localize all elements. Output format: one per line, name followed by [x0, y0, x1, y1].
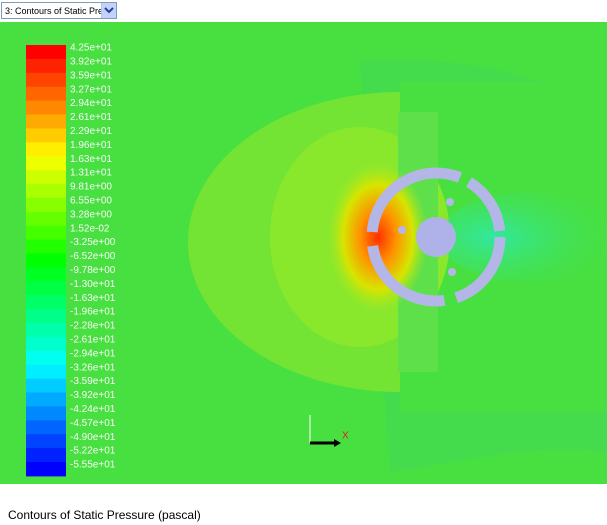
- page: 3: Contours of Static Pressur X 4.25e+01…: [0, 0, 607, 525]
- legend-swatch: [26, 170, 66, 184]
- legend-swatch: [26, 351, 66, 365]
- legend-label: 3.27e+01: [70, 84, 112, 95]
- legend-label: 3.92e+01: [70, 57, 112, 68]
- legend-label: -6.52e+00: [70, 251, 116, 262]
- contour-plot: X 4.25e+01 3.92e+01 3.59e+01 3.27e+01 2.94e+…: [0, 22, 607, 484]
- legend-swatch: [26, 115, 66, 129]
- legend-swatch: [26, 184, 66, 198]
- legend-label: -2.28e+01: [70, 321, 116, 332]
- legend-swatch: [26, 365, 66, 379]
- legend-label: 1.52e-02: [70, 223, 110, 234]
- legend-swatch: [26, 156, 66, 170]
- legend-swatch: [26, 254, 66, 268]
- legend-label: -2.61e+01: [70, 335, 116, 346]
- legend-label: 2.61e+01: [70, 112, 112, 123]
- legend-swatch: [26, 142, 66, 156]
- legend-label: 6.55e+00: [70, 196, 112, 207]
- legend-label: 1.96e+01: [70, 140, 112, 151]
- legend-label: -3.26e+01: [70, 362, 116, 373]
- legend-label: 1.63e+01: [70, 154, 112, 165]
- legend-swatch: [26, 73, 66, 87]
- legend-swatch: [26, 406, 66, 420]
- legend-label: -1.30e+01: [70, 279, 116, 290]
- legend-swatch: [26, 295, 66, 309]
- legend-swatch: [26, 281, 66, 295]
- legend-swatch: [26, 212, 66, 226]
- legend-label: 1.31e+01: [70, 168, 112, 179]
- legend-swatch: [26, 45, 66, 59]
- legend-swatch: [26, 448, 66, 462]
- legend-label: -2.94e+01: [70, 348, 116, 359]
- legend-swatch: [26, 128, 66, 142]
- legend-label: 3.59e+01: [70, 70, 112, 81]
- legend-swatch: [26, 198, 66, 212]
- legend-swatch: [26, 379, 66, 393]
- legend-label: -4.57e+01: [70, 418, 116, 429]
- legend-swatch: [26, 393, 66, 407]
- legend-swatch: [26, 420, 66, 434]
- legend-label: -3.92e+01: [70, 390, 116, 401]
- color-legend: 4.25e+01 3.92e+01 3.59e+01 3.27e+01 2.94e+01…: [26, 43, 116, 477]
- legend-swatch: [26, 434, 66, 448]
- legend-label: -3.25e+00: [70, 237, 116, 248]
- legend-swatch: [26, 226, 66, 240]
- legend-swatch: [26, 59, 66, 73]
- legend-label: -1.63e+01: [70, 293, 116, 304]
- legend-swatch: [26, 101, 66, 115]
- legend-label: 2.29e+01: [70, 126, 112, 137]
- axis-x-label: X: [342, 431, 349, 442]
- legend-label: -4.24e+01: [70, 404, 116, 415]
- view-dropdown[interactable]: 3: Contours of Static Pressur: [1, 2, 117, 19]
- legend-swatch: [26, 462, 66, 476]
- legend-label: -3.59e+01: [70, 376, 116, 387]
- legend-swatch: [26, 323, 66, 337]
- legend-swatch: [26, 337, 66, 351]
- legend-swatch: [26, 309, 66, 323]
- legend-label: -5.55e+01: [70, 460, 116, 471]
- legend-label: 4.25e+01: [70, 43, 112, 54]
- legend-label: 2.94e+01: [70, 98, 112, 109]
- legend-label: -1.96e+01: [70, 307, 116, 318]
- dropdown-arrow[interactable]: [101, 3, 116, 18]
- legend-label: -5.22e+01: [70, 446, 116, 457]
- legend-swatch: [26, 87, 66, 101]
- legend-label: 9.81e+00: [70, 182, 112, 193]
- legend-label: 3.28e+00: [70, 209, 112, 220]
- legend-label: -9.78e+00: [70, 265, 116, 276]
- legend-swatch: [26, 267, 66, 281]
- legend-swatch: [26, 240, 66, 254]
- legend-label: -4.90e+01: [70, 432, 116, 443]
- caption: Contours of Static Pressure (pascal): [8, 508, 201, 522]
